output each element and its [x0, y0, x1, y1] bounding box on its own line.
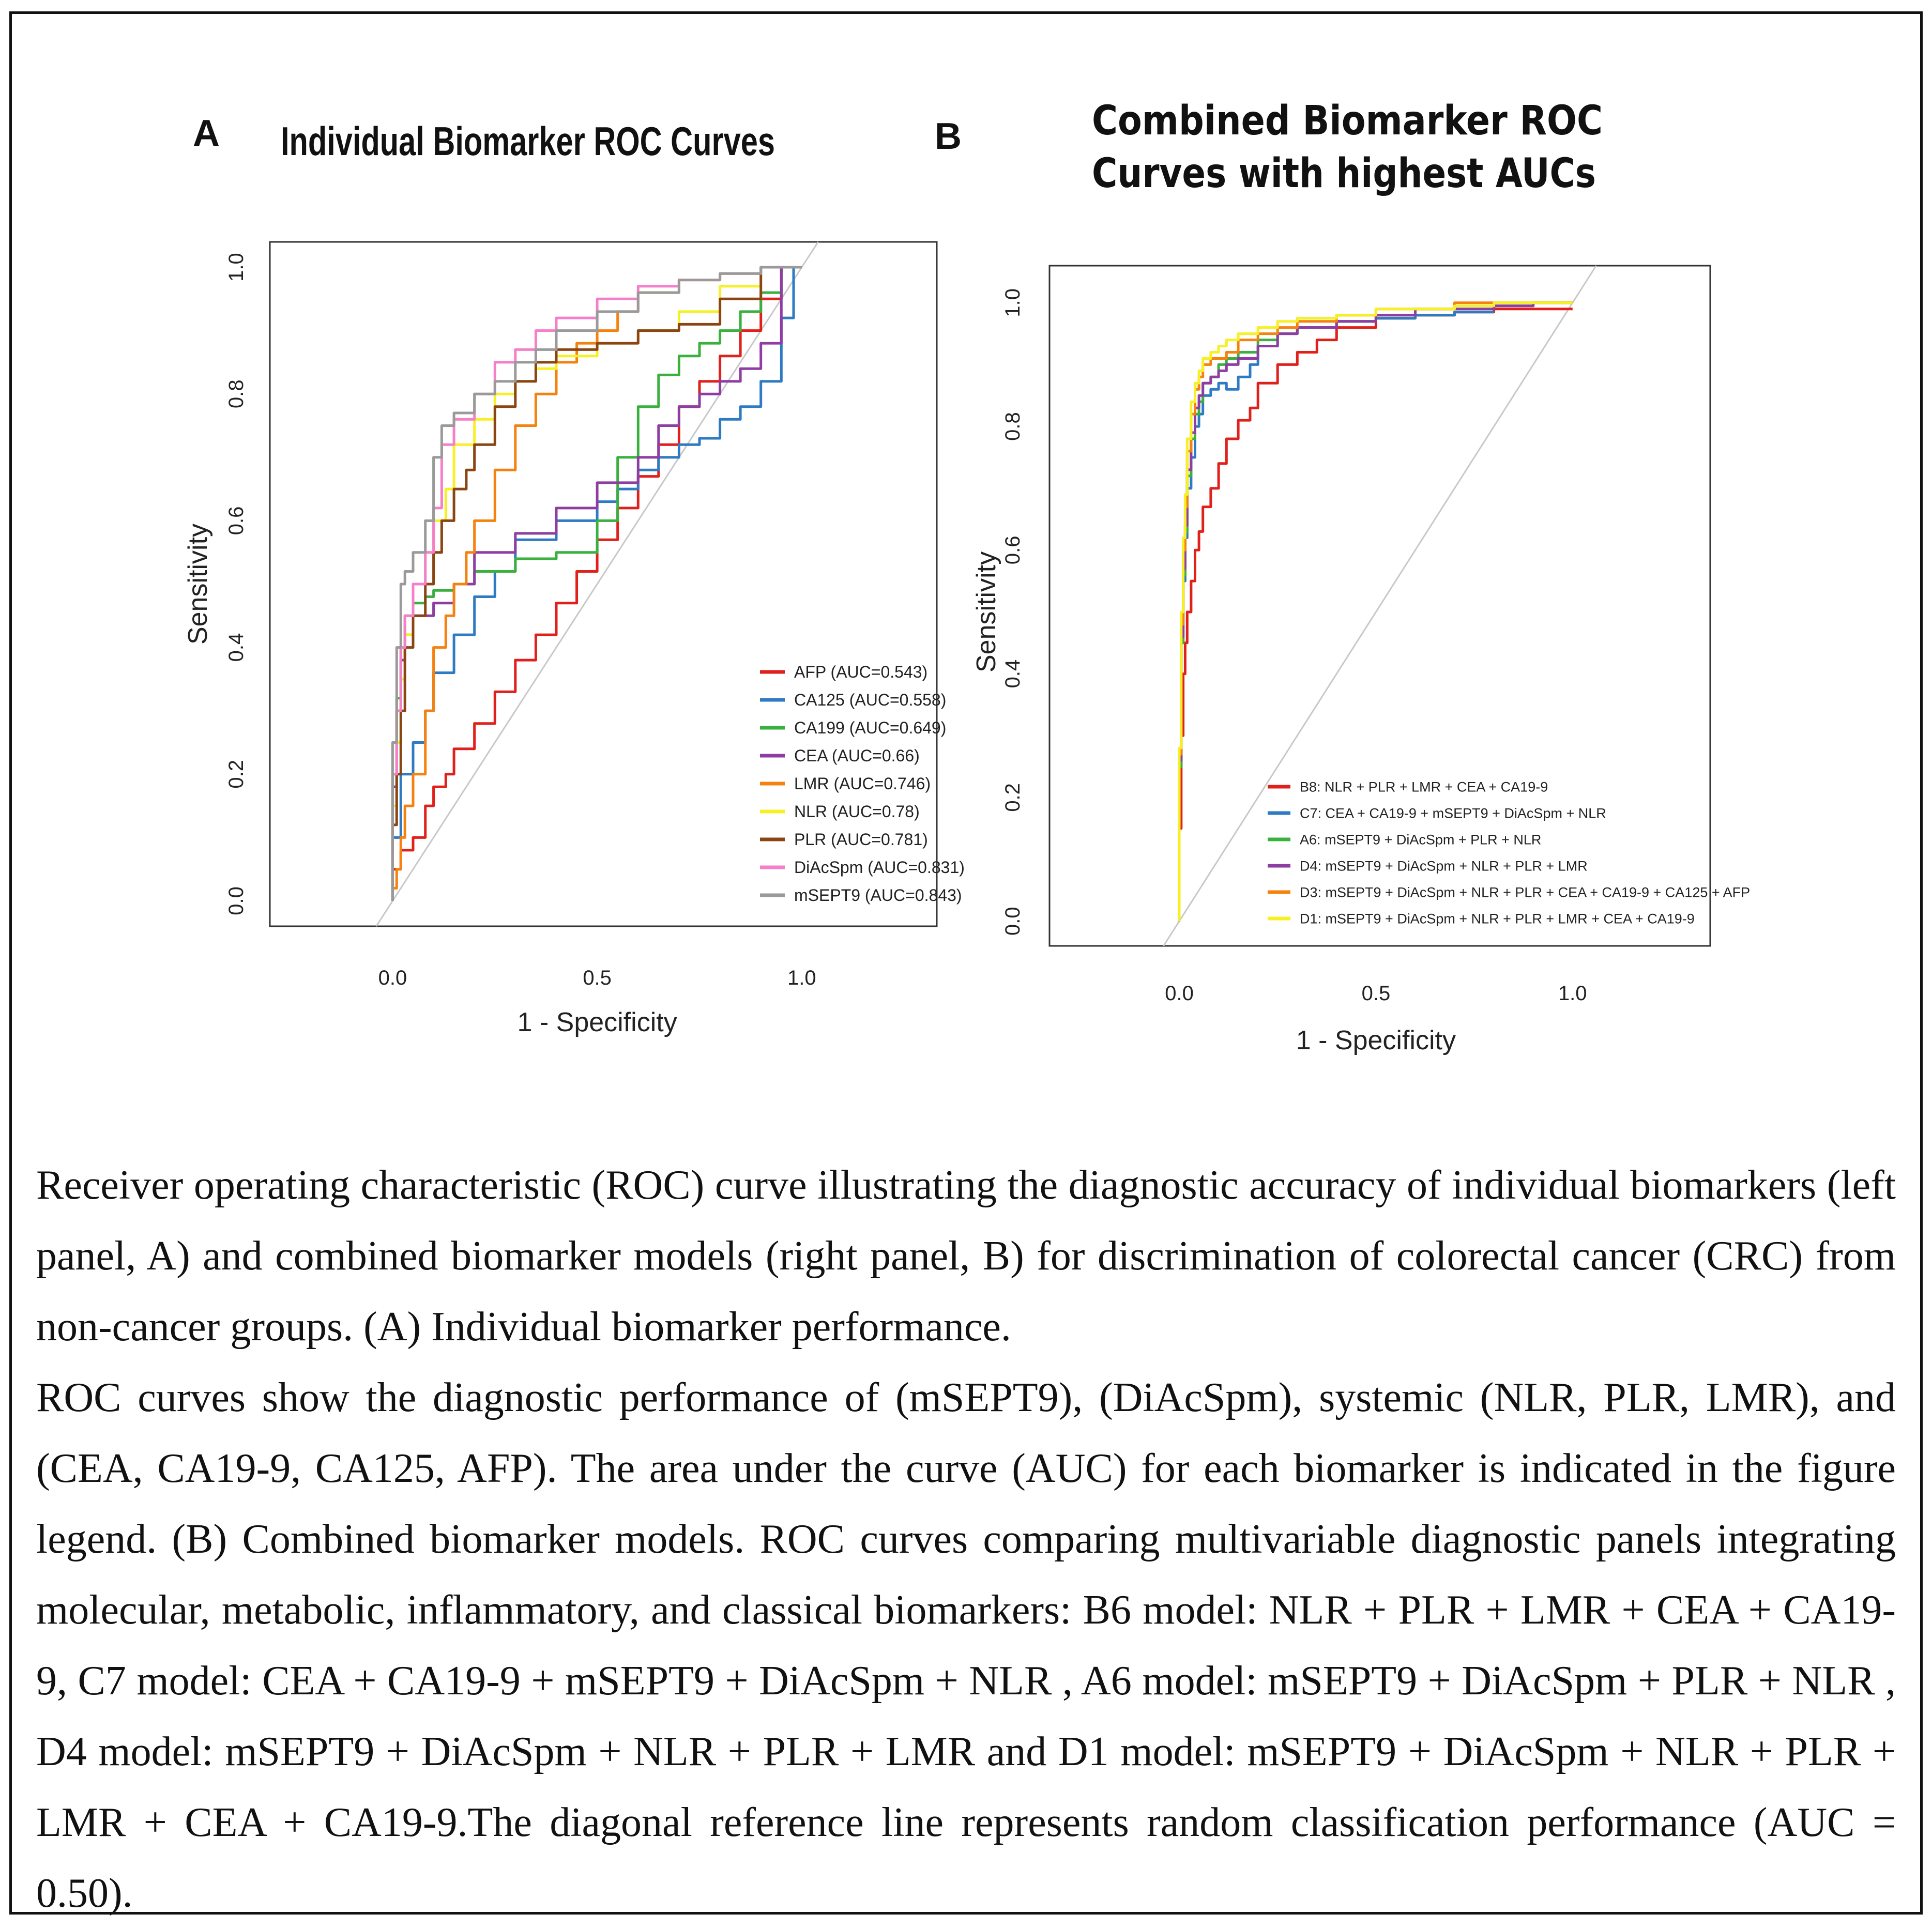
chart-a-legend-label-4: LMR (AUC=0.746)	[794, 774, 931, 793]
chart-b-y-tick-3: 0.6	[1001, 536, 1024, 565]
chart-b-y-tick-1: 0.2	[1001, 783, 1024, 812]
figure-svg: A Individual Biomarker ROC Curves B Comb…	[183, 98, 1750, 1055]
caption-paragraph-1: Receiver operating characteristic (ROC) …	[36, 1162, 1896, 1350]
chart-a-series-line-0	[391, 266, 802, 901]
chart-b-y-axis-label: Sensitivity	[971, 552, 1001, 672]
chart-a-legend-label-2: CA199 (AUC=0.649)	[794, 718, 946, 737]
chart-a-reference-diagonal	[375, 241, 819, 927]
figure-caption: Receiver operating characteristic (ROC) …	[36, 1150, 1896, 1929]
chart-b-y-tick-2: 0.4	[1001, 660, 1024, 688]
chart-b-series-line-1	[1178, 311, 1494, 922]
chart-b-y-tick-4: 0.8	[1001, 412, 1024, 441]
panel-a-letter: A	[193, 113, 220, 154]
chart-a-x-tick-0: 0.0	[378, 967, 407, 989]
chart-a-y-tick-2: 0.4	[225, 633, 248, 662]
chart-a-series-line-6	[391, 266, 802, 901]
chart-b-x-tick-2: 1.0	[1558, 982, 1587, 1005]
chart-b-legend-label-2: A6: mSEPT9 + DiAcSpm + PLR + NLR	[1300, 832, 1541, 847]
chart-a-legend-label-7: DiAcSpm (AUC=0.831)	[794, 858, 965, 877]
chart-a-x-tick-1: 0.5	[583, 967, 612, 989]
chart-a-y-tick-1: 0.2	[225, 760, 248, 789]
chart-a-y-tick-4: 0.8	[225, 379, 248, 408]
chart-a-legend-label-1: CA125 (AUC=0.558)	[794, 691, 946, 709]
chart-a-plot-frame	[269, 241, 938, 927]
chart-b: 0.0 0.5 1.0 0.0 0.2 0.4 0.6 0.8 1.0 1 - Specifici…	[971, 265, 1750, 1055]
figure-frame	[9, 11, 1923, 1915]
chart-b-y-tick-0: 0.0	[1001, 907, 1024, 936]
chart-a-legend-label-5: NLR (AUC=0.78)	[794, 802, 920, 821]
chart-a: 0.0 0.5 1.0 0.0 0.2 0.4 0.6 0.8 1.0 1 - Specifici…	[183, 241, 965, 1037]
panel-b-title-line2: Curves with highest AUCs	[1092, 150, 1596, 197]
chart-a-legend-label-3: CEA (AUC=0.66)	[794, 746, 920, 765]
chart-b-legend-label-4: D3: mSEPT9 + DiAcSpm + NLR + PLR + CEA +…	[1300, 884, 1750, 900]
chart-b-x-tick-1: 0.5	[1362, 982, 1391, 1005]
panel-b-letter: B	[935, 116, 962, 157]
chart-b-legend-label-3: D4: mSEPT9 + DiAcSpm + NLR + PLR + LMR	[1300, 858, 1588, 874]
chart-a-y-axis-label: Sensitivity	[183, 524, 213, 645]
chart-b-y-tick-5: 1.0	[1001, 288, 1024, 317]
chart-b-reference-diagonal	[1163, 265, 1597, 946]
caption-paragraph-2: ROC curves show the diagnostic performan…	[36, 1375, 1896, 1916]
chart-a-y-tick-0: 0.0	[225, 886, 248, 915]
chart-b-plot-frame	[1048, 265, 1711, 947]
panel-b-title-line1: Combined Biomarker ROC	[1092, 98, 1603, 144]
chart-a-x-tick-2: 1.0	[787, 967, 816, 989]
chart-b-x-tick-0: 0.0	[1165, 982, 1194, 1005]
chart-a-legend-label-0: AFP (AUC=0.543)	[794, 663, 927, 681]
chart-b-legend-label-1: C7: CEA + CA19-9 + mSEPT9 + DiAcSpm + NL…	[1300, 805, 1606, 821]
chart-b-legend-label-0: B8: NLR + PLR + LMR + CEA + CA19-9	[1300, 779, 1548, 794]
chart-a-x-axis-label: 1 - Specificity	[518, 1007, 677, 1037]
chart-b-series-line-5	[1178, 301, 1573, 922]
chart-a-series-line-8	[391, 266, 802, 901]
chart-a-y-tick-3: 0.6	[225, 507, 248, 535]
chart-b-legend-label-5: D1: mSEPT9 + DiAcSpm + NLR + PLR + LMR +…	[1300, 911, 1695, 926]
chart-a-y-tick-5: 1.0	[225, 253, 248, 282]
chart-a-legend-label-8: mSEPT9 (AUC=0.843)	[794, 886, 962, 905]
chart-b-x-axis-label: 1 - Specificity	[1296, 1025, 1456, 1055]
chart-a-legend-label-6: PLR (AUC=0.781)	[794, 830, 928, 849]
panel-a-title: Individual Biomarker ROC Curves	[281, 118, 775, 164]
